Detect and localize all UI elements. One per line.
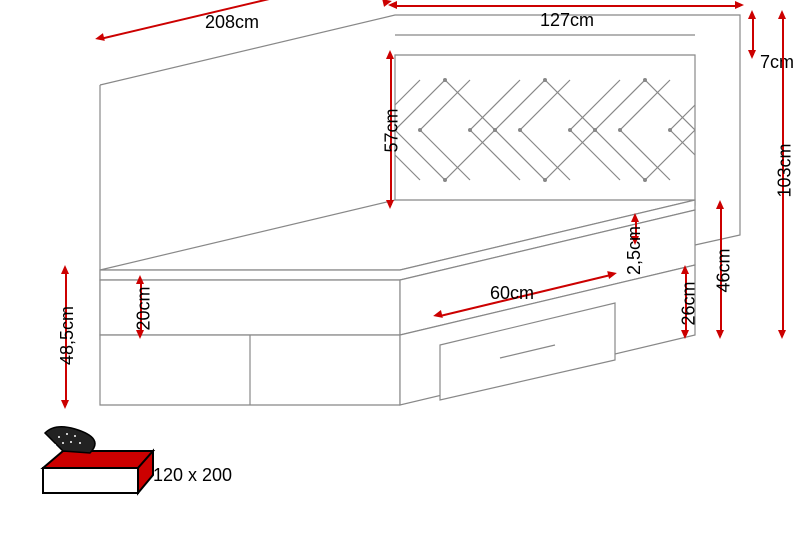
dim-width: 127cm: [540, 10, 594, 31]
dim-line-width: [395, 5, 740, 7]
mattress-size-inset: 120 x 200: [35, 423, 235, 508]
dim-line-7: [752, 15, 754, 55]
diagram-container: 208cm 127cm 7cm 103cm 57cm 20cm 48,5cm 6…: [0, 0, 800, 533]
arrow: [748, 50, 756, 59]
dim-depth: 208cm: [205, 12, 259, 33]
arrow: [631, 213, 639, 222]
dim-25: 2,5cm: [624, 226, 645, 275]
dim-485: 48,5cm: [57, 306, 78, 365]
arrow: [681, 265, 689, 274]
arrow: [386, 200, 394, 209]
dim-7: 7cm: [760, 52, 794, 73]
arrow: [735, 1, 744, 9]
dim-60: 60cm: [490, 283, 534, 304]
dim-46: 46cm: [714, 248, 735, 292]
arrow: [716, 200, 724, 209]
arrow: [778, 10, 786, 19]
arrow: [778, 330, 786, 339]
arrow: [136, 275, 144, 284]
arrow: [748, 10, 756, 19]
arrow: [681, 330, 689, 339]
arrow: [716, 330, 724, 339]
dim-103: 103cm: [775, 143, 796, 197]
dim-20: 20cm: [134, 286, 155, 330]
inset-size-label: 120 x 200: [153, 465, 232, 486]
arrow: [388, 1, 397, 9]
arrow: [61, 265, 69, 274]
dim-57: 57cm: [382, 108, 403, 152]
arrow: [136, 330, 144, 339]
arrow: [61, 400, 69, 409]
dim-26: 26cm: [679, 281, 700, 325]
arrow: [386, 50, 394, 59]
